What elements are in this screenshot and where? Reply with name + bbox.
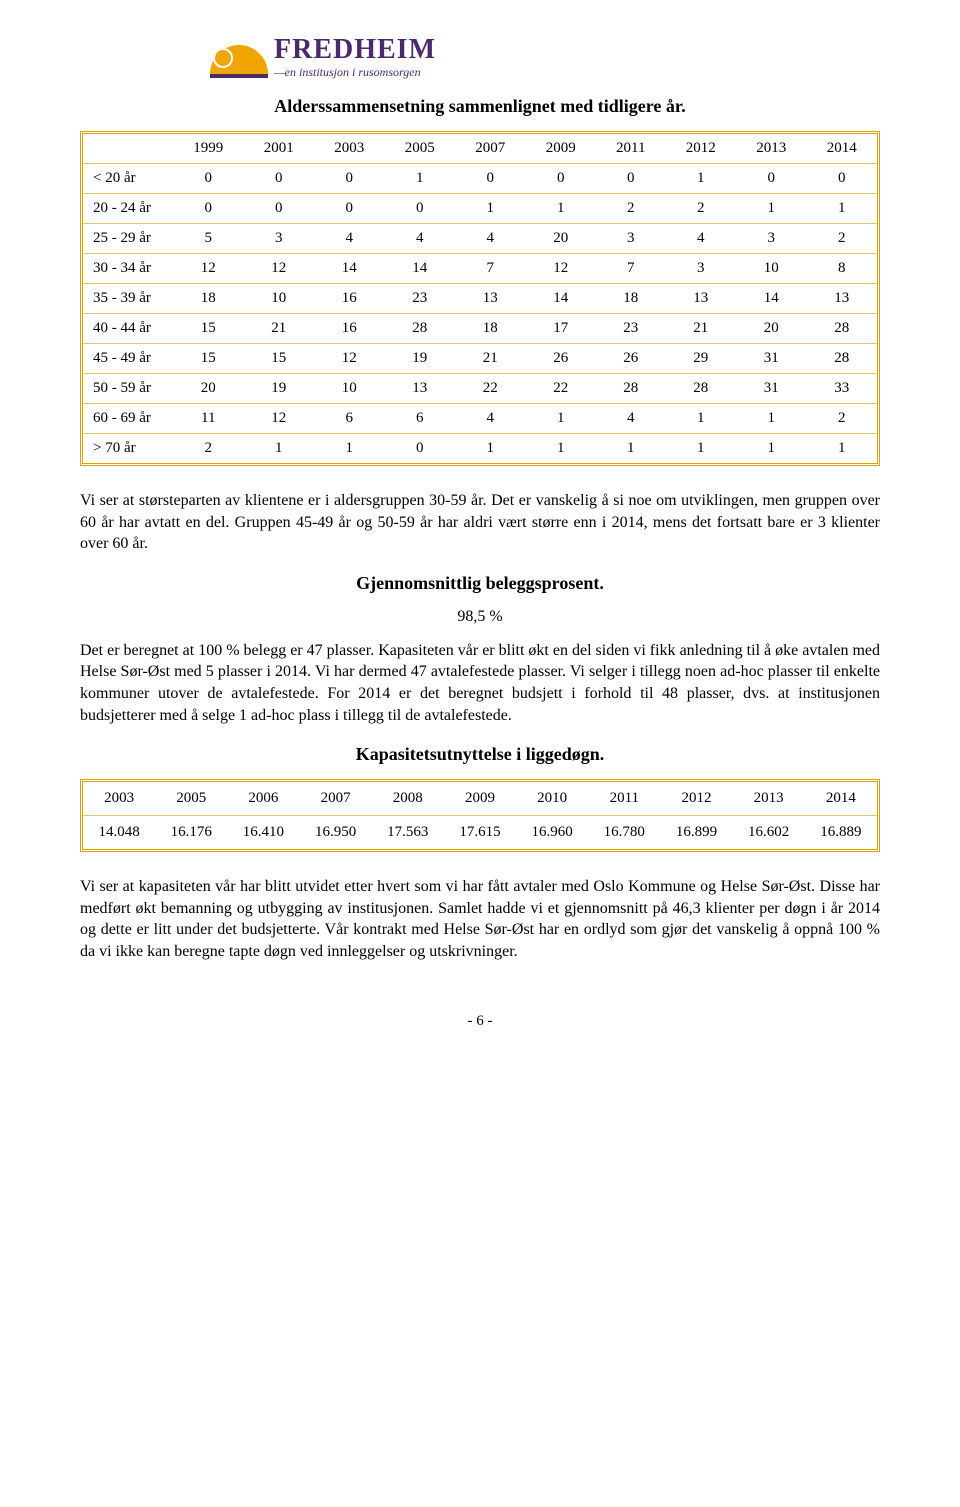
row-label: 20 - 24 år	[83, 194, 173, 224]
table-row: 45 - 49 år15151219212626293128	[83, 344, 877, 374]
table-row: 30 - 34 år1212141471273108	[83, 254, 877, 284]
page-number: - 6 -	[80, 1013, 880, 1030]
col-year: 2008	[372, 782, 444, 816]
col-year: 2009	[444, 782, 516, 816]
col-year: 2014	[806, 134, 877, 164]
col-year: 2011	[588, 782, 660, 816]
section-heading-age: Alderssammensetning sammenlignet med tid…	[80, 96, 880, 117]
section-heading-occupancy: Gjennomsnittlig beleggsprosent.	[80, 573, 880, 594]
capacity-table: 2003 2005 2006 2007 2008 2009 2010 2011 …	[83, 782, 877, 849]
capacity-header-row: 2003 2005 2006 2007 2008 2009 2010 2011 …	[83, 782, 877, 816]
table-row: 20 - 24 år0000112211	[83, 194, 877, 224]
row-label: < 20 år	[83, 164, 173, 194]
paragraph-occupancy: Det er beregnet at 100 % belegg er 47 pl…	[80, 640, 880, 726]
table-row: 60 - 69 år111266414112	[83, 404, 877, 434]
col-year: 2005	[385, 134, 456, 164]
row-label: 35 - 39 år	[83, 284, 173, 314]
row-label: 30 - 34 år	[83, 254, 173, 284]
age-table: 1999 2001 2003 2005 2007 2009 2011 2012 …	[83, 134, 877, 463]
col-year: 2005	[155, 782, 227, 816]
row-label: 45 - 49 år	[83, 344, 173, 374]
col-year: 2007	[455, 134, 526, 164]
logo-tagline: —en institusjon i rusomsorgen	[274, 64, 436, 78]
table-row: < 20 år0001000100	[83, 164, 877, 194]
col-year: 2006	[227, 782, 299, 816]
age-table-frame: 1999 2001 2003 2005 2007 2009 2011 2012 …	[80, 131, 880, 466]
table-row: 50 - 59 år20191013222228283133	[83, 374, 877, 404]
col-year: 2001	[244, 134, 315, 164]
table-row: > 70 år2110111111	[83, 434, 877, 464]
col-year: 2013	[733, 782, 805, 816]
section-heading-capacity: Kapasitetsutnyttelse i liggedøgn.	[80, 744, 880, 765]
paragraph-age-summary: Vi ser at størsteparten av klientene er …	[80, 490, 880, 555]
logo-name: FREDHEIM	[274, 36, 436, 64]
col-year: 1999	[173, 134, 244, 164]
col-year: 2013	[736, 134, 807, 164]
occupancy-percent: 98,5 %	[80, 608, 880, 626]
table-row: 35 - 39 år18101623131418131413	[83, 284, 877, 314]
row-label: 60 - 69 år	[83, 404, 173, 434]
paragraph-capacity: Vi ser at kapasiteten vår har blitt utvi…	[80, 876, 880, 962]
row-label: 50 - 59 år	[83, 374, 173, 404]
logo-sun-icon	[210, 30, 268, 78]
table-row: 25 - 29 år53444203432	[83, 224, 877, 254]
row-label: 25 - 29 år	[83, 224, 173, 254]
capacity-table-frame: 2003 2005 2006 2007 2008 2009 2010 2011 …	[80, 779, 880, 852]
col-year: 2010	[516, 782, 588, 816]
col-year: 2007	[300, 782, 372, 816]
col-year: 2011	[596, 134, 665, 164]
col-year: 2012	[665, 134, 736, 164]
col-year: 2003	[83, 782, 155, 816]
age-table-header-row: 1999 2001 2003 2005 2007 2009 2011 2012 …	[83, 134, 877, 164]
row-label: 40 - 44 år	[83, 314, 173, 344]
capacity-values-row: 14.048 16.176 16.410 16.950 17.563 17.61…	[83, 816, 877, 850]
logo: FREDHEIM —en institusjon i rusomsorgen	[210, 30, 880, 78]
col-year: 2003	[314, 134, 385, 164]
table-row: 40 - 44 år15211628181723212028	[83, 314, 877, 344]
col-year: 2009	[526, 134, 597, 164]
row-label: > 70 år	[83, 434, 173, 464]
col-year: 2014	[805, 782, 877, 816]
col-year: 2012	[660, 782, 732, 816]
